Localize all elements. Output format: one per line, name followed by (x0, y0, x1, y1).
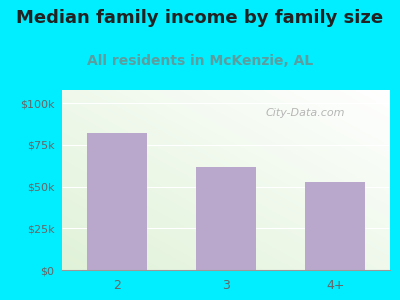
Text: Median family income by family size: Median family income by family size (16, 9, 384, 27)
Bar (196, 167, 256, 270)
Bar (305, 182, 366, 270)
Text: All residents in McKenzie, AL: All residents in McKenzie, AL (87, 54, 313, 68)
Text: City-Data.com: City-Data.com (265, 108, 345, 118)
Bar (86, 133, 147, 270)
